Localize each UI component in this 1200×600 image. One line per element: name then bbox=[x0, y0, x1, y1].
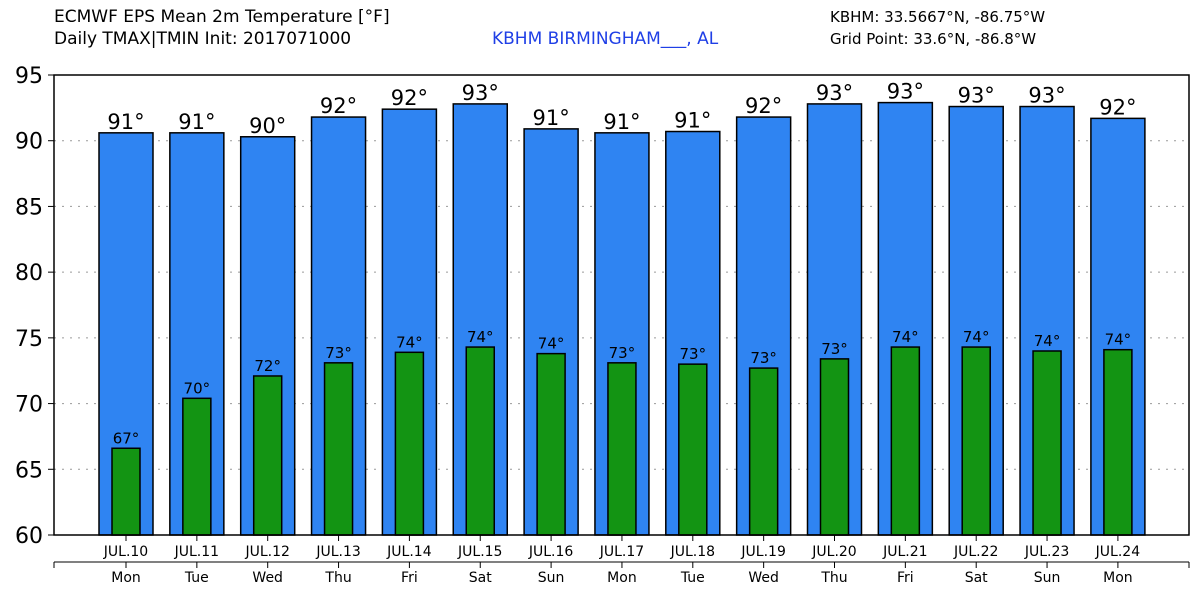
tmin-value-label: 74° bbox=[467, 328, 494, 346]
plot-border bbox=[53, 74, 1190, 536]
x-date-label: JUL.12 bbox=[244, 544, 289, 560]
y-tick-label: 85 bbox=[15, 195, 43, 220]
tmax-value-label: 91° bbox=[674, 109, 711, 133]
tmax-value-label: 91° bbox=[107, 110, 144, 134]
tmax-value-label: 92° bbox=[745, 94, 782, 118]
chart-subtitle: Daily TMAX|TMIN Init: 2017071000 bbox=[54, 29, 352, 49]
x-date-label: JUL.10 bbox=[103, 544, 148, 560]
x-weekday-label: Mon bbox=[1103, 570, 1133, 586]
x-weekday-label: Thu bbox=[324, 570, 351, 586]
bars bbox=[98, 101, 1146, 536]
tmax-value-label: 93° bbox=[958, 84, 995, 108]
tmin-value-label: 72° bbox=[254, 357, 281, 375]
tmin-bar bbox=[111, 447, 141, 536]
tmin-value-label: 74° bbox=[538, 335, 565, 353]
tmin-bar bbox=[678, 363, 708, 536]
tmin-value-label: 74° bbox=[892, 328, 919, 346]
tmin-value-label: 73° bbox=[609, 344, 636, 362]
tmin-bar bbox=[1032, 350, 1062, 536]
x-weekday-label: Wed bbox=[252, 570, 283, 586]
y-tick-label: 65 bbox=[15, 458, 43, 483]
x-weekday-label: Thu bbox=[820, 570, 847, 586]
tmax-value-label: 92° bbox=[1099, 95, 1136, 119]
x-date-label: JUL.14 bbox=[386, 544, 432, 560]
tmax-value-label: 91° bbox=[178, 110, 215, 134]
x-date-label: JUL.24 bbox=[1095, 544, 1141, 560]
x-weekday-label: Wed bbox=[748, 570, 779, 586]
plot-frame bbox=[48, 74, 1190, 568]
tmin-bar bbox=[394, 351, 425, 536]
tmax-value-label: 91° bbox=[603, 110, 640, 134]
y-tick-label: 70 bbox=[15, 393, 43, 418]
tmax-value-label: 93° bbox=[816, 81, 853, 105]
y-tick-label: 90 bbox=[15, 130, 43, 155]
y-tick-label: 95 bbox=[15, 64, 43, 89]
tmin-bar bbox=[961, 346, 991, 536]
tmin-value-label: 74° bbox=[396, 333, 423, 351]
x-weekday-label: Tue bbox=[184, 570, 209, 586]
tmin-value-label: 70° bbox=[184, 379, 211, 397]
tmax-value-label: 91° bbox=[532, 106, 569, 130]
x-weekday-label: Mon bbox=[607, 570, 637, 586]
tmax-value-label: 93° bbox=[1028, 84, 1065, 108]
x-weekday-label: Fri bbox=[401, 570, 418, 586]
x-date-label: JUL.16 bbox=[528, 544, 574, 560]
tmax-value-label: 90° bbox=[249, 114, 286, 138]
x-weekday-label: Mon bbox=[111, 570, 141, 586]
x-date-label: JUL.22 bbox=[953, 544, 998, 560]
tmin-bar bbox=[748, 367, 779, 536]
grid-point-coordinates: Grid Point: 33.6°N, -86.8°W bbox=[830, 30, 1037, 48]
tmin-value-label: 74° bbox=[963, 328, 990, 346]
tmin-value-label: 74° bbox=[1034, 332, 1061, 350]
station-coordinates: KBHM: 33.5667°N, -86.75°W bbox=[830, 8, 1046, 26]
x-date-label: JUL.17 bbox=[599, 544, 644, 560]
chart-title: ECMWF EPS Mean 2m Temperature [°F] bbox=[54, 7, 390, 27]
x-date-label: JUL.23 bbox=[1024, 544, 1069, 560]
tmin-value-label: 73° bbox=[750, 349, 777, 367]
tmax-value-label: 93° bbox=[887, 80, 924, 104]
x-weekday-label: Sat bbox=[965, 570, 988, 586]
station-name: KBHM BIRMINGHAM___, AL bbox=[492, 29, 719, 49]
x-weekday-label: Fri bbox=[897, 570, 914, 586]
tmin-bar bbox=[182, 397, 212, 536]
tmin-bar bbox=[819, 358, 850, 536]
x-weekday-label: Sat bbox=[469, 570, 492, 586]
tmin-value-label: 73° bbox=[680, 345, 707, 363]
labels: 60 65 70 75 80 85 90 95 91° 67° JUL.10 Mon 91° 70° JUL… bbox=[15, 64, 1140, 586]
y-tick-label: 75 bbox=[15, 327, 43, 352]
x-date-label: JUL.11 bbox=[174, 544, 219, 560]
x-date-label: JUL.19 bbox=[740, 544, 785, 560]
tmin-value-label: 73° bbox=[821, 340, 848, 358]
tmin-bar bbox=[465, 346, 495, 536]
tmax-value-label: 92° bbox=[320, 94, 357, 118]
x-date-label: JUL.18 bbox=[670, 544, 715, 560]
tmin-bar bbox=[890, 346, 921, 536]
y-tick-label: 80 bbox=[15, 261, 43, 286]
x-date-label: JUL.13 bbox=[315, 544, 360, 560]
tmin-bar bbox=[607, 362, 637, 536]
x-date-label: JUL.20 bbox=[811, 544, 856, 560]
x-weekday-label: Sun bbox=[538, 570, 565, 586]
tmax-value-label: 92° bbox=[391, 86, 428, 110]
tmin-value-label: 73° bbox=[325, 344, 352, 362]
x-weekday-label: Tue bbox=[680, 570, 705, 586]
x-date-label: JUL.15 bbox=[457, 544, 502, 560]
tmin-value-label: 74° bbox=[1105, 331, 1132, 349]
x-date-label: JUL.21 bbox=[882, 544, 927, 560]
y-tick-label: 60 bbox=[15, 524, 43, 549]
tmin-bar bbox=[252, 375, 283, 536]
x-weekday-label: Sun bbox=[1034, 570, 1061, 586]
tmin-bar bbox=[323, 362, 354, 536]
tmin-value-label: 67° bbox=[113, 429, 140, 447]
tmin-bar bbox=[1103, 348, 1133, 536]
tmin-bar bbox=[536, 352, 566, 536]
tmax-value-label: 93° bbox=[462, 81, 499, 105]
